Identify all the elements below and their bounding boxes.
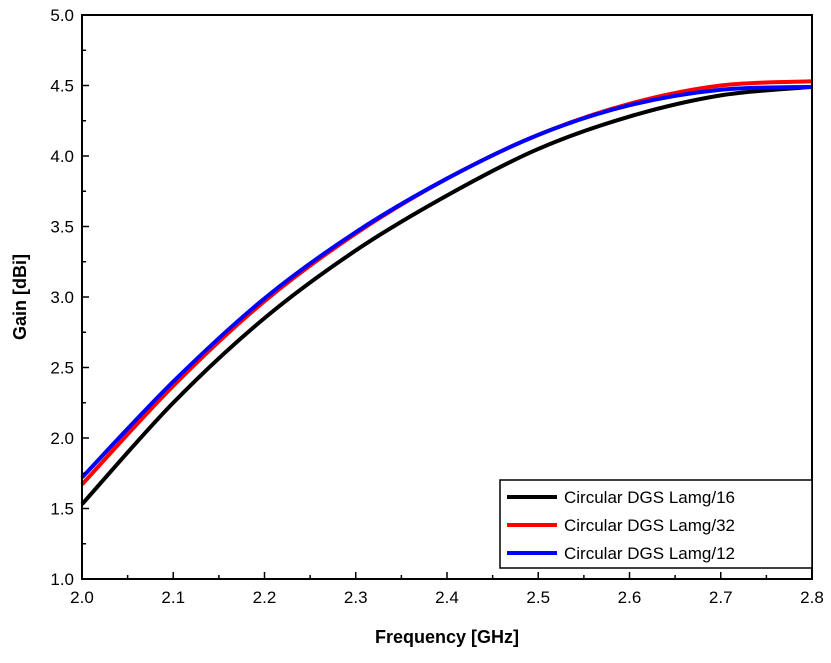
y-tick-label: 3.5: [50, 218, 74, 237]
x-tick-label: 2.8: [800, 588, 824, 607]
y-axis-title: Gain [dBi]: [10, 254, 30, 340]
y-tick-label: 1.0: [50, 570, 74, 589]
series-line-0: [80, 84, 813, 506]
x-tick-label: 2.7: [709, 588, 733, 607]
y-tick-label: 2.5: [50, 359, 74, 378]
y-tick-label: 4.0: [50, 147, 74, 166]
series-line-2: [80, 84, 813, 479]
x-tick-label: 2.2: [253, 588, 277, 607]
y-tick-label: 3.0: [50, 288, 74, 307]
x-tick-label: 2.6: [618, 588, 642, 607]
x-tick-label: 2.1: [161, 588, 185, 607]
y-tick-label: 4.5: [50, 77, 74, 96]
x-tick-label: 2.0: [70, 588, 94, 607]
y-tick-label: 5.0: [50, 6, 74, 25]
x-tick-label: 2.3: [344, 588, 368, 607]
legend-label: Circular DGS Lamg/16: [564, 488, 735, 507]
y-tick-label: 1.5: [50, 500, 74, 519]
x-tick-label: 2.5: [526, 588, 550, 607]
series-line-1: [80, 79, 813, 486]
legend: Circular DGS Lamg/16 Circular DGS Lamg/32…: [499, 479, 813, 569]
x-tick-label: 2.4: [435, 588, 459, 607]
y-tick-label: 2.0: [50, 429, 74, 448]
legend-label: Circular DGS Lamg/12: [564, 544, 735, 563]
x-axis-title: Frequency [GHz]: [375, 627, 519, 647]
legend-label: Circular DGS Lamg/32: [564, 516, 735, 535]
